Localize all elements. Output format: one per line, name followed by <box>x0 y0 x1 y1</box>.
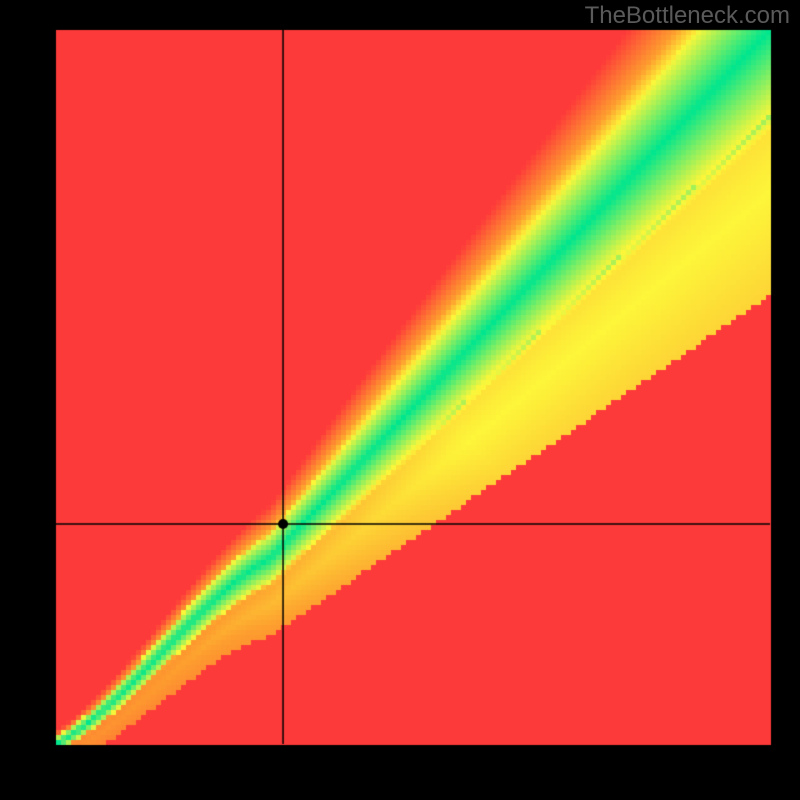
heatmap-canvas <box>0 0 800 800</box>
watermark-text: TheBottleneck.com <box>585 2 790 30</box>
chart-container: TheBottleneck.com <box>0 0 800 800</box>
